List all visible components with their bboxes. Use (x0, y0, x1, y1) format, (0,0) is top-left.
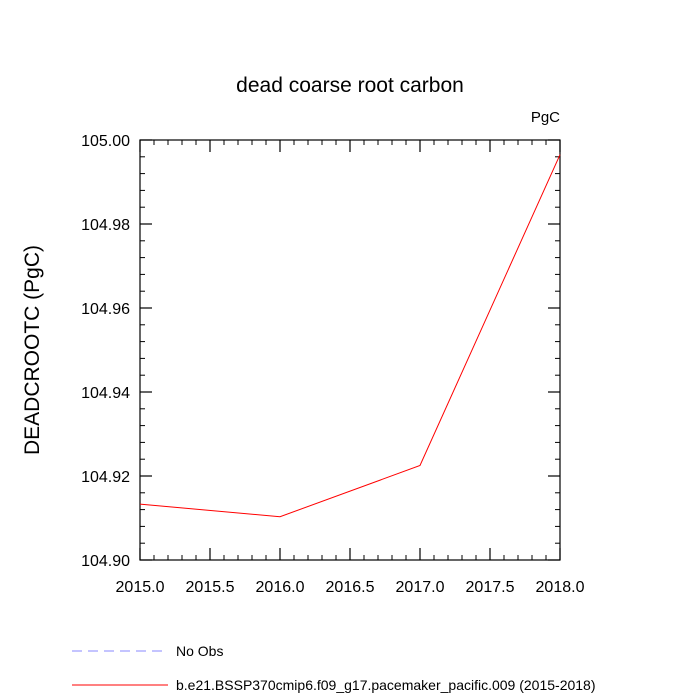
y-tick-label: 104.98 (81, 217, 130, 234)
y-axis-label: DEADCROOTC (PgC) (21, 245, 44, 455)
x-axis-ticks: 2015.0 2015.5 2016.0 2016.5 2017.0 2017.5 2018… (116, 140, 585, 596)
y-tick-label: 104.94 (81, 385, 130, 402)
legend-label-no-obs: No Obs (176, 643, 223, 659)
x-tick-label: 2017.5 (466, 579, 515, 596)
series-layer (139, 154, 561, 518)
y-tick-label: 104.90 (81, 553, 130, 570)
units-label: PgC (531, 109, 560, 126)
y-tick-label: 104.96 (81, 301, 130, 318)
plot-frame (139, 139, 561, 561)
legend-label-model: b.e21.BSSP370cmip6.f09_g17.pacemaker_pac… (176, 677, 596, 693)
series-line-0 (139, 154, 561, 518)
y-tick-label: 105.00 (81, 133, 130, 150)
legend: No Obs b.e21.BSSP370cmip6.f09_g17.pacema… (72, 643, 596, 693)
y-tick-label: 104.92 (81, 469, 130, 486)
plot-area: 2015.0 2015.5 2016.0 2016.5 2017.0 2017.5 2018… (81, 133, 585, 596)
x-tick-label: 2016.5 (326, 579, 375, 596)
x-tick-label: 2015.0 (116, 579, 165, 596)
x-tick-label: 2016.0 (256, 579, 305, 596)
chart-title: dead coarse root carbon (236, 74, 464, 97)
x-tick-label: 2018.0 (536, 579, 585, 596)
x-tick-label: 2017.0 (396, 579, 445, 596)
x-tick-label: 2015.5 (186, 579, 235, 596)
y-axis-ticks: 104.90 104.92 104.94 104.96 104.98 105.00 (81, 133, 560, 570)
